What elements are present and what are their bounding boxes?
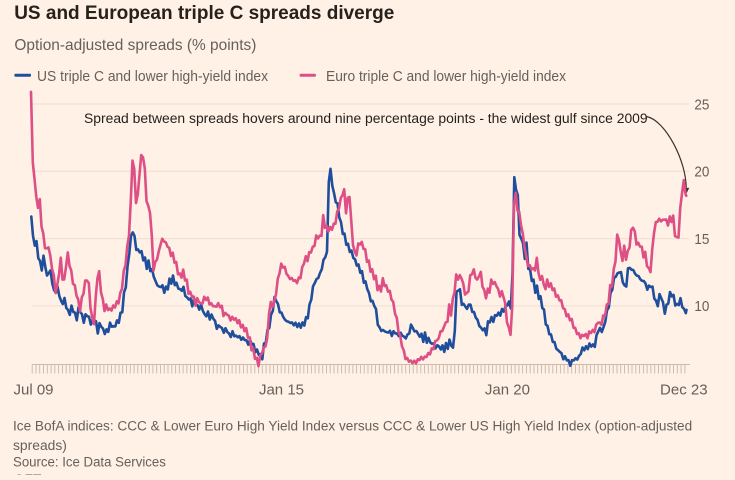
svg-text:spreads): spreads) xyxy=(13,437,67,453)
svg-text:Source: Ice Data Services: Source: Ice Data Services xyxy=(13,454,166,469)
svg-text:Euro triple C and lower high-y: Euro triple C and lower high-yield index xyxy=(326,69,567,86)
svg-text:15: 15 xyxy=(694,230,709,247)
svg-text:Option-adjusted spreads (% poi: Option-adjusted spreads (% points) xyxy=(14,37,256,54)
svg-text:Jul 09: Jul 09 xyxy=(13,382,53,399)
svg-text:Spread between spreads hovers: Spread between spreads hovers around nin… xyxy=(84,110,648,126)
svg-text:US triple C and lower high-yie: US triple C and lower high-yield index xyxy=(37,69,269,86)
svg-text:©FT: ©FT xyxy=(14,471,42,475)
svg-text:Ice BofA indices: CCC & Lower: Ice BofA indices: CCC & Lower Euro High … xyxy=(13,417,692,433)
svg-text:25: 25 xyxy=(694,96,709,113)
svg-text:Jan 20: Jan 20 xyxy=(485,382,530,399)
svg-text:Jan 15: Jan 15 xyxy=(259,382,304,399)
svg-text:Dec 23: Dec 23 xyxy=(660,382,708,399)
svg-text:10: 10 xyxy=(694,298,709,315)
svg-text:US and European triple C sprea: US and European triple C spreads diverge xyxy=(14,3,394,24)
svg-text:20: 20 xyxy=(694,163,709,180)
